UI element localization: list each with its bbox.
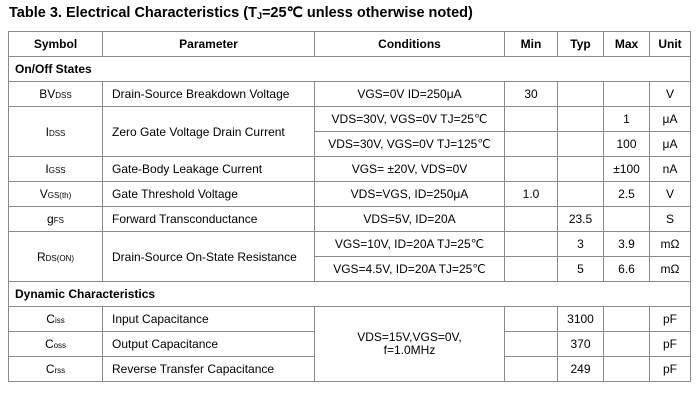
typ-cell: 5 xyxy=(557,256,604,282)
symbol-cell: RDS(ON) xyxy=(8,231,103,282)
header-conditions: Conditions xyxy=(314,31,505,57)
typ-cell xyxy=(557,106,604,132)
max-cell: 3.9 xyxy=(603,231,650,257)
typ-cell: 249 xyxy=(557,356,604,382)
unit-cell: S xyxy=(649,206,691,232)
min-cell: 1.0 xyxy=(504,181,558,207)
header-unit: Unit xyxy=(649,31,691,57)
parameter-cell: Output Capacitance xyxy=(102,331,315,357)
symbol-cell: gFS xyxy=(8,206,103,232)
symbol-cell: Crss xyxy=(8,356,103,382)
typ-cell: 3 xyxy=(557,231,604,257)
min-cell xyxy=(504,356,558,382)
max-cell xyxy=(603,356,650,382)
unit-cell: V xyxy=(649,181,691,207)
unit-cell: pF xyxy=(649,331,691,357)
table-row: gFS Forward Transconductance VDS=5V, ID=… xyxy=(8,206,691,232)
max-cell xyxy=(603,81,650,107)
symbol-cell: Coss xyxy=(8,331,103,357)
table-row: Crss Reverse Transfer Capacitance 249 pF xyxy=(8,356,691,382)
conditions-cell: VGS= ±20V, VDS=0V xyxy=(314,156,505,182)
unit-cell: mΩ xyxy=(649,256,691,282)
conditions-cell: VDS=5V, ID=20A xyxy=(314,206,505,232)
symbol-cell: Ciss xyxy=(8,306,103,332)
max-cell: 6.6 xyxy=(603,256,650,282)
typ-cell xyxy=(557,156,604,182)
electrical-characteristics-table: Symbol Parameter Conditions Min Typ Max … xyxy=(8,31,691,382)
unit-cell: pF xyxy=(649,306,691,332)
header-typ: Typ xyxy=(557,31,604,57)
conditions-cell: VDS=30V, VGS=0V TJ=125℃ xyxy=(314,131,505,157)
symbol-cell: VGS(th) xyxy=(8,181,103,207)
min-cell xyxy=(504,231,558,257)
typ-cell: 370 xyxy=(557,331,604,357)
max-cell: 100 xyxy=(603,131,650,157)
unit-cell: nA xyxy=(649,156,691,182)
parameter-cell: Reverse Transfer Capacitance xyxy=(102,356,315,382)
typ-cell xyxy=(557,181,604,207)
section-title-dynamic: Dynamic Characteristics xyxy=(8,281,691,307)
unit-cell: mΩ xyxy=(649,231,691,257)
parameter-cell: Drain-Source On-State Resistance xyxy=(102,231,315,282)
section-row-onoff: On/Off States xyxy=(8,56,691,82)
max-cell xyxy=(603,306,650,332)
unit-cell: pF xyxy=(649,356,691,382)
table-row: IGSS Gate-Body Leakage Current VGS= ±20V… xyxy=(8,156,691,182)
header-symbol: Symbol xyxy=(8,31,103,57)
parameter-cell: Zero Gate Voltage Drain Current xyxy=(102,106,315,157)
parameter-cell: Drain-Source Breakdown Voltage xyxy=(102,81,315,107)
section-row-dynamic: Dynamic Characteristics xyxy=(8,281,691,307)
conditions-cell: VGS=4.5V, ID=20A TJ=25℃ xyxy=(314,256,505,282)
table-row: IDSS Zero Gate Voltage Drain Current VDS… xyxy=(8,106,691,157)
parameter-cell: Gate Threshold Voltage xyxy=(102,181,315,207)
max-cell: 2.5 xyxy=(603,181,650,207)
max-cell xyxy=(603,206,650,232)
symbol-cell: IDSS xyxy=(8,106,103,157)
conditions-cell: VGS=0V ID=250μA xyxy=(314,81,505,107)
max-cell: 1 xyxy=(603,106,650,132)
parameter-cell: Forward Transconductance xyxy=(102,206,315,232)
conditions-cell: VDS=30V, VGS=0V TJ=25℃ xyxy=(314,106,505,132)
table-row: VGS(th) Gate Threshold Voltage VDS=VGS, … xyxy=(8,181,691,207)
symbol-cell: BVDSS xyxy=(8,81,103,107)
header-row: Symbol Parameter Conditions Min Typ Max … xyxy=(8,31,691,57)
table-row: BVDSS Drain-Source Breakdown Voltage VGS… xyxy=(8,81,691,107)
symbol-cell: IGSS xyxy=(8,156,103,182)
conditions-cell: VGS=10V, ID=20A TJ=25℃ xyxy=(314,231,505,257)
unit-cell: μA xyxy=(649,106,691,132)
table-row: Coss Output Capacitance 370 pF xyxy=(8,331,691,357)
min-cell xyxy=(504,131,558,157)
min-cell xyxy=(504,206,558,232)
typ-cell: 23.5 xyxy=(557,206,604,232)
min-cell xyxy=(504,156,558,182)
unit-cell: V xyxy=(649,81,691,107)
max-cell: ±100 xyxy=(603,156,650,182)
section-title-onoff: On/Off States xyxy=(8,56,691,82)
max-cell xyxy=(603,331,650,357)
table-row: RDS(ON) Drain-Source On-State Resistance… xyxy=(8,231,691,282)
unit-cell: μA xyxy=(649,131,691,157)
min-cell xyxy=(504,106,558,132)
min-cell: 30 xyxy=(504,81,558,107)
min-cell xyxy=(504,256,558,282)
conditions-cell: VDS=15V,VGS=0V, f=1.0MHz xyxy=(314,306,505,382)
table-caption: Table 3. Electrical Characteristics (TJ=… xyxy=(9,5,473,21)
min-cell xyxy=(504,306,558,332)
header-min: Min xyxy=(504,31,558,57)
parameter-cell: Input Capacitance xyxy=(102,306,315,332)
header-max: Max xyxy=(603,31,650,57)
header-parameter: Parameter xyxy=(102,31,315,57)
table-row: Ciss Input Capacitance VDS=15V,VGS=0V, f=… xyxy=(8,306,691,382)
typ-cell xyxy=(557,131,604,157)
typ-cell xyxy=(557,81,604,107)
typ-cell: 3100 xyxy=(557,306,604,332)
parameter-cell: Gate-Body Leakage Current xyxy=(102,156,315,182)
min-cell xyxy=(504,331,558,357)
conditions-cell: VDS=VGS, ID=250μA xyxy=(314,181,505,207)
